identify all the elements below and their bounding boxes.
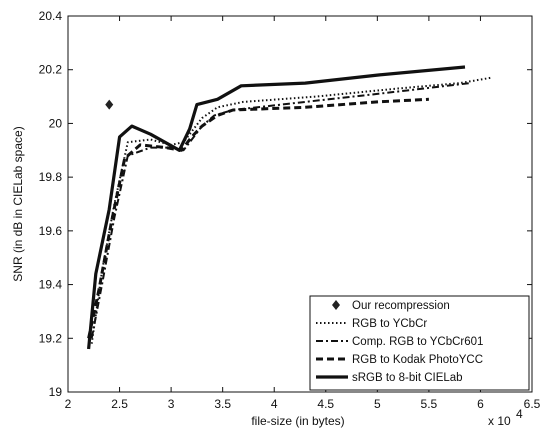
x-tick-label: 6.5	[524, 397, 541, 411]
legend: Our recompression RGB to YCbCr Comp. RGB…	[309, 295, 530, 391]
legend-label-comp-rgb-to-ycbcr601: Comp. RGB to YCbCr601	[352, 336, 483, 348]
series-layer	[87, 65, 491, 350]
y-tick-label: 19.4	[39, 278, 63, 292]
y-tick-label: 20.4	[39, 9, 63, 23]
x-tick-label: 4.5	[317, 397, 334, 411]
y-tick-label: 19.2	[39, 331, 63, 345]
legend-label-srgb-to-8bit-cielab: sRGB to 8-bit CIELab	[352, 372, 463, 384]
legend-marker-our-recompression	[332, 300, 340, 310]
x-tick-label: 2.5	[111, 397, 128, 411]
x-multiplier-exponent: 4	[516, 407, 523, 421]
x-tick-label: 3	[168, 397, 175, 411]
x-multiplier-label: x 10	[488, 414, 511, 428]
series-line-rgb-to-kodak-photoycc	[87, 97, 429, 339]
y-tick-label: 19	[49, 385, 63, 399]
y-tick-label: 20	[49, 116, 63, 130]
legend-box	[309, 295, 530, 391]
y-tick-label: 19.8	[39, 170, 63, 184]
x-tick-label: 5	[374, 397, 381, 411]
x-tick-label: 2	[65, 397, 72, 411]
x-tick-label: 6	[477, 397, 484, 411]
x-tick-label: 3.5	[214, 397, 231, 411]
y-tick-label: 19.6	[39, 224, 63, 238]
y-axis-title: SNR (in dB in CIELab space)	[11, 126, 25, 281]
y-tick-label: 20.2	[39, 63, 63, 77]
legend-label-rgb-to-kodak-photoycc: RGB to Kodak PhotoYCC	[352, 354, 483, 366]
x-axis-title: file-size (in bytes)	[251, 414, 344, 428]
series-line-comp-rgb-to-ycbcr601	[90, 82, 471, 339]
point-our-recompression	[105, 99, 114, 110]
x-tick-label: 4	[271, 397, 278, 411]
series-line-rgb-to-ycbcr	[90, 76, 491, 344]
series-line-srgb-to-8-bit-cielab	[87, 65, 466, 350]
x-tick-label: 5.5	[421, 397, 438, 411]
legend-label-our-recompression: Our recompression	[352, 300, 450, 312]
legend-label-rgb-to-ycbcr: RGB to YCbCr	[352, 318, 427, 330]
